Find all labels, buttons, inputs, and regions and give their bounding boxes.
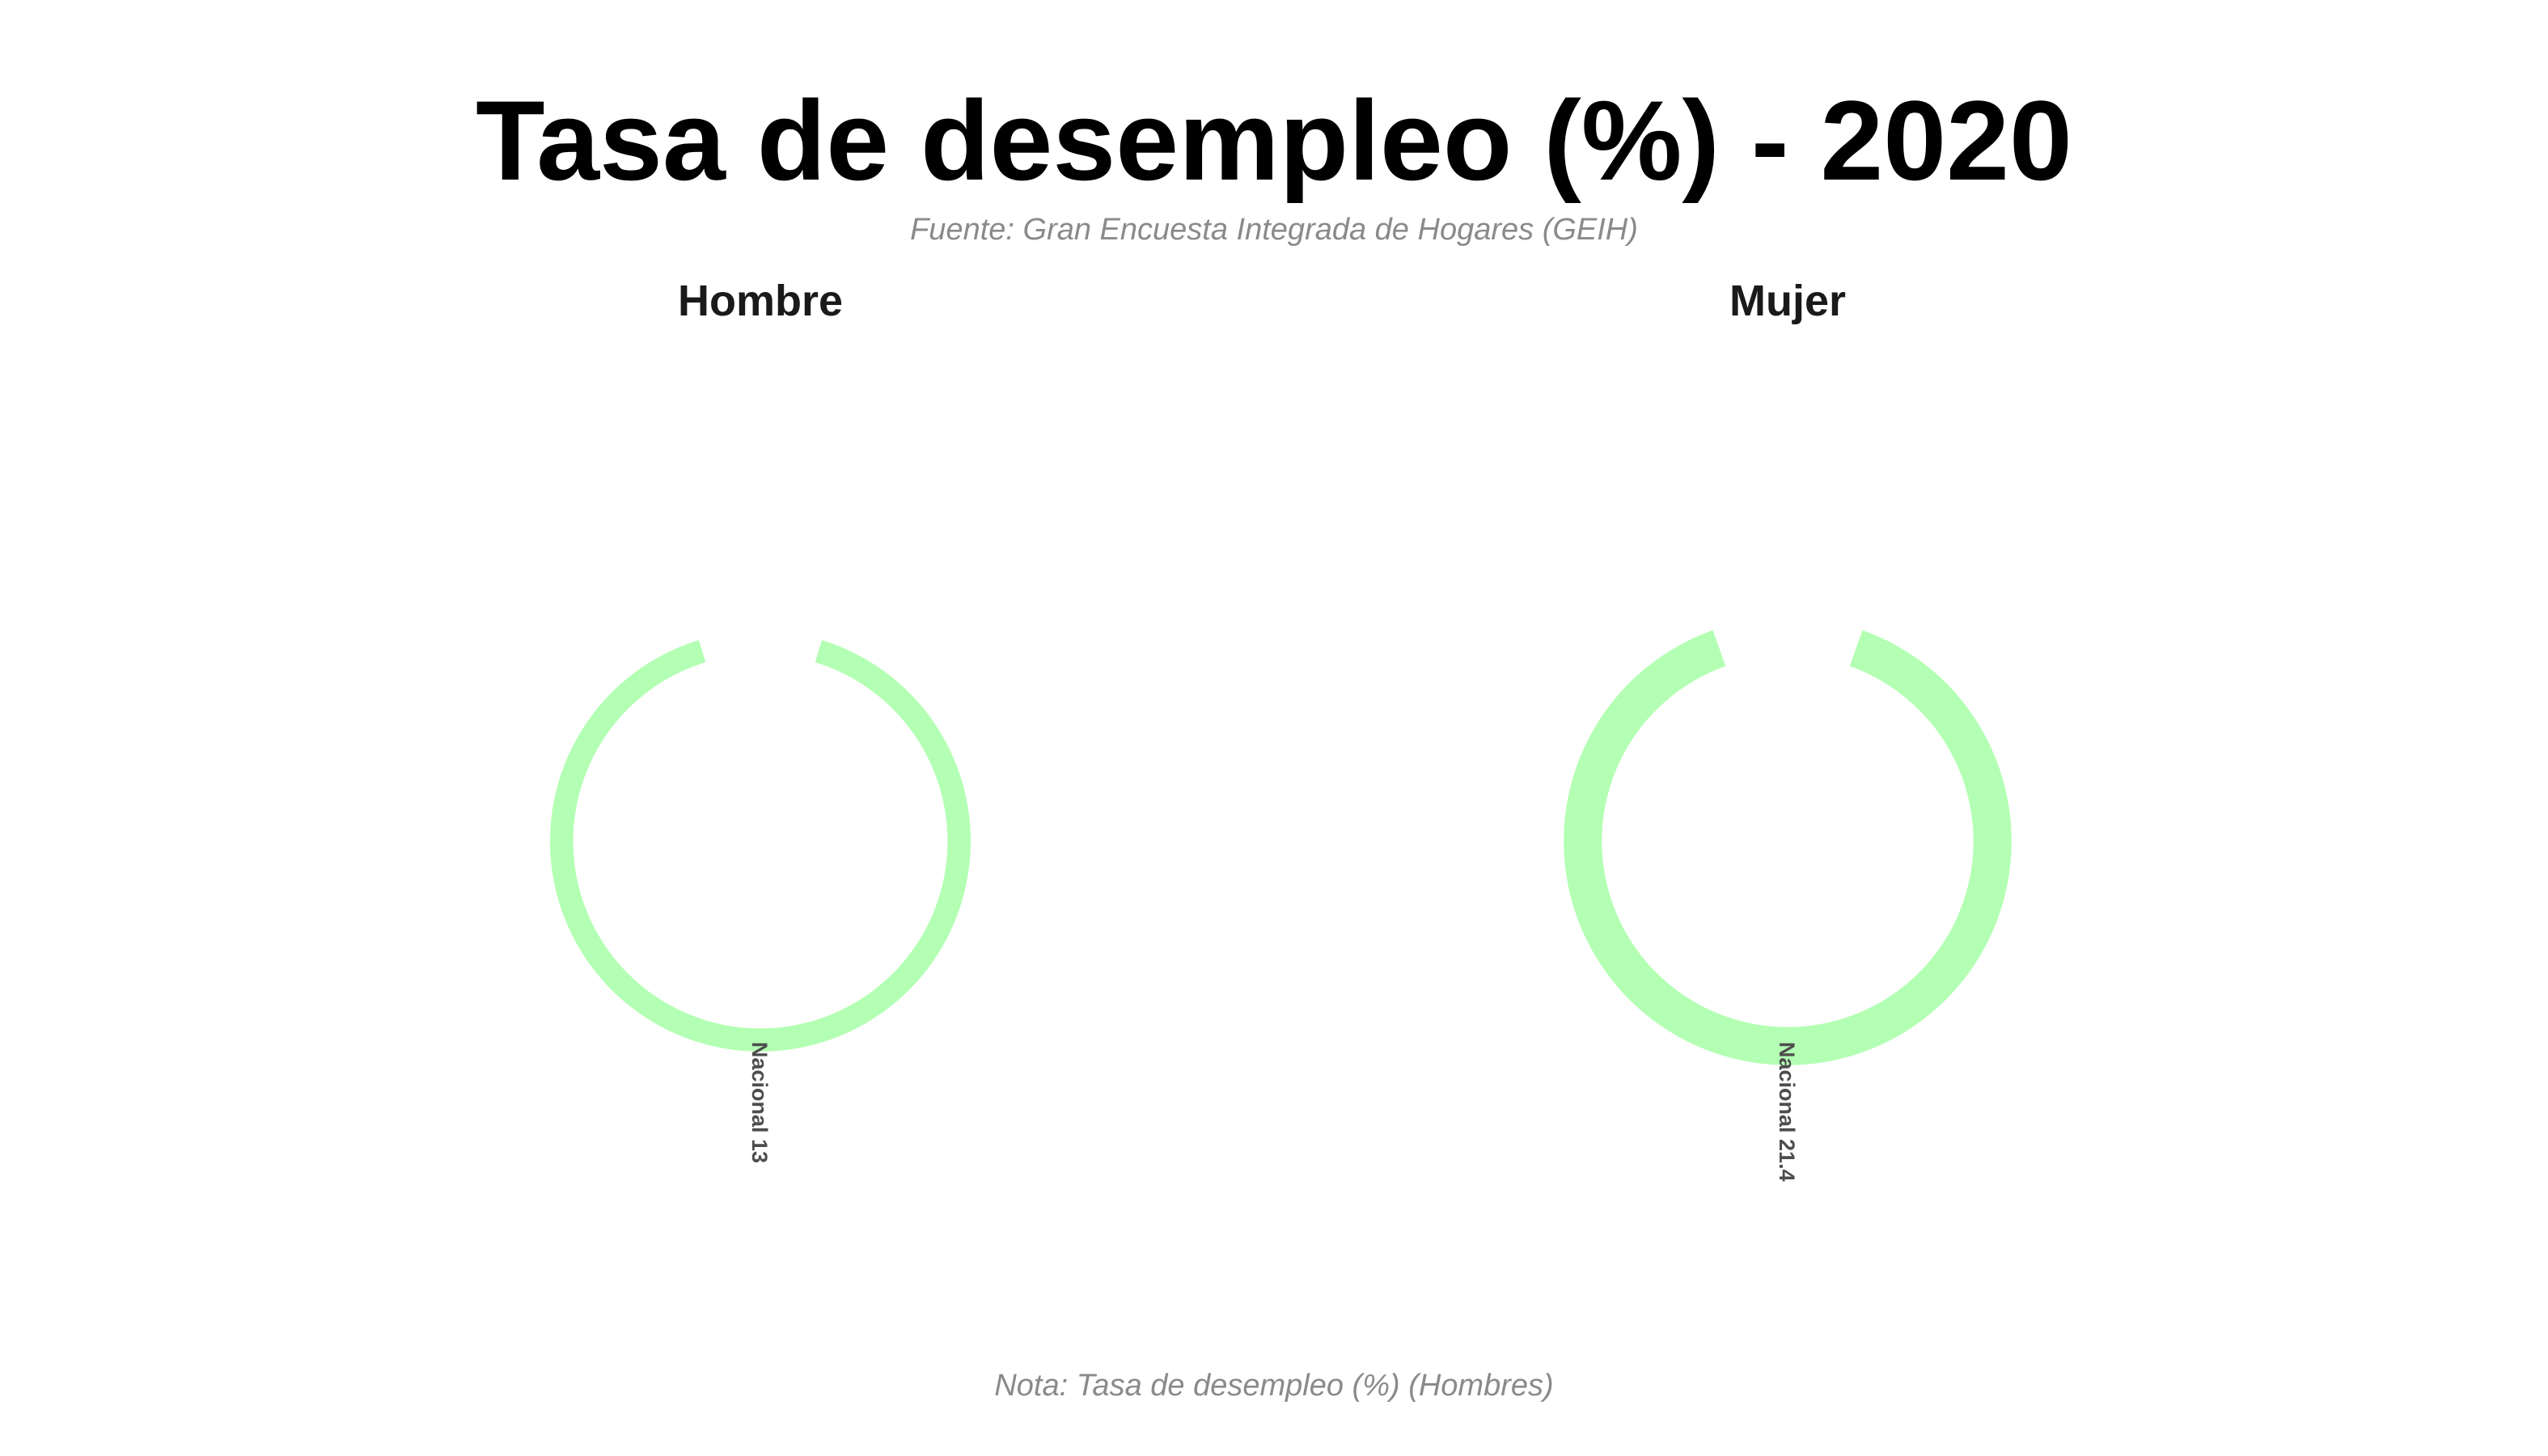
chart-caption: Nota: Tasa de desempleo (%) (Hombres) — [994, 1369, 1553, 1403]
chart-title: Tasa de desempleo (%) - 2020 — [476, 77, 2072, 204]
facet-title-mujer: Mujer — [1729, 277, 1846, 325]
chart-subtitle: Fuente: Gran Encuesta Integrada de Hogar… — [910, 213, 1638, 247]
bar-label-hombre: Nacional 13 — [747, 1042, 772, 1163]
facet-hombre: Hombre Nacional 13 — [550, 277, 971, 1163]
bar-nacional-mujer — [1564, 630, 2012, 1065]
bar-nacional-hombre — [550, 640, 971, 1052]
bar-label-mujer: Nacional 21.4 — [1775, 1042, 1799, 1182]
facet-title-hombre: Hombre — [678, 277, 843, 325]
facet-mujer: Mujer Nacional 21.4 — [1564, 277, 2012, 1182]
